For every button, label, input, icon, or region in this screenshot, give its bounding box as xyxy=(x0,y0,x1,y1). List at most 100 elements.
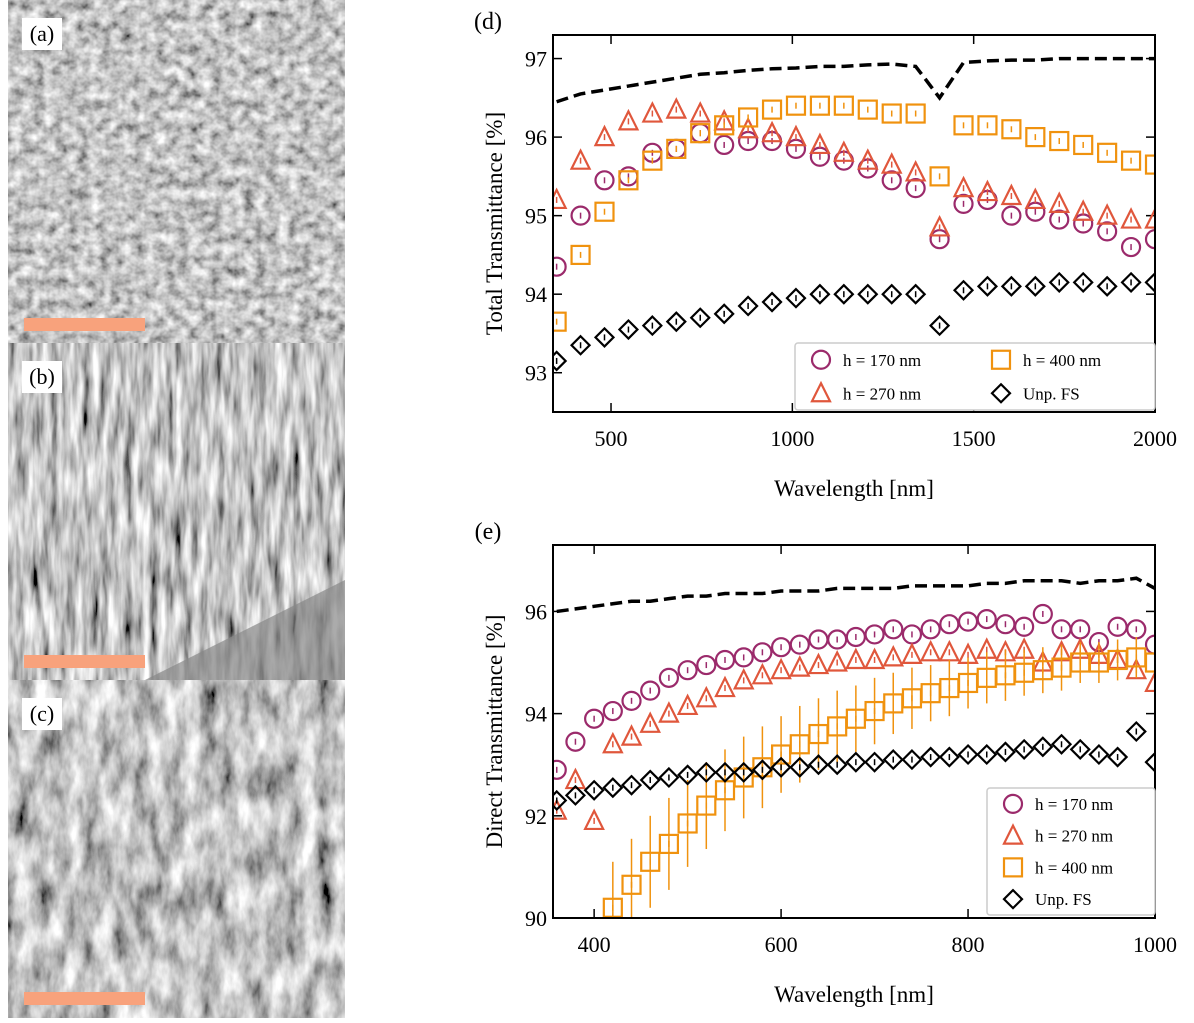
marker xyxy=(714,761,736,783)
marker xyxy=(901,642,923,664)
marker xyxy=(570,244,591,266)
marker xyxy=(881,170,902,191)
marker xyxy=(570,205,591,226)
marker xyxy=(732,667,755,690)
axes-frame xyxy=(552,34,1156,413)
marker xyxy=(1144,670,1155,693)
marker xyxy=(594,201,615,222)
marker xyxy=(602,777,624,799)
y-tick-label: 95 xyxy=(525,204,547,229)
legend: h = 170 nm h = 270 nm h = 400 nm Unp. FS xyxy=(794,342,1156,411)
marker xyxy=(1024,275,1046,297)
marker xyxy=(639,711,661,733)
marker xyxy=(738,107,759,128)
plot-area xyxy=(553,576,1155,918)
marker xyxy=(642,150,663,171)
marker xyxy=(564,767,587,790)
marker xyxy=(881,103,902,124)
marker xyxy=(594,170,615,191)
marker xyxy=(1049,130,1070,152)
legend-label: h = 170 nm xyxy=(1035,795,1113,814)
marker xyxy=(857,148,879,170)
marker xyxy=(845,751,867,773)
x-tick-label: 2000 xyxy=(1133,426,1177,451)
marker xyxy=(665,97,688,119)
marker xyxy=(583,808,605,831)
marker xyxy=(593,124,616,147)
marker xyxy=(807,652,830,675)
marker xyxy=(564,784,586,806)
marker xyxy=(826,754,848,776)
marker xyxy=(809,283,831,305)
marker xyxy=(1144,634,1155,655)
marker xyxy=(809,95,831,116)
marker xyxy=(880,152,903,174)
y-tick-label: 96 xyxy=(525,125,547,150)
marker xyxy=(1050,733,1073,755)
y-axis-label: Total Transmittance [%] xyxy=(482,112,507,335)
marker xyxy=(952,175,975,198)
legend-box xyxy=(794,342,1156,411)
marker xyxy=(977,115,998,136)
marker xyxy=(553,798,568,820)
marker xyxy=(789,756,811,778)
x-tick-label: 1000 xyxy=(770,426,814,451)
marker xyxy=(1013,738,1035,760)
marker xyxy=(833,95,854,116)
x-tick-label: 600 xyxy=(765,932,798,957)
marker xyxy=(761,99,783,120)
marker xyxy=(1024,187,1047,210)
marker xyxy=(826,650,848,672)
marker xyxy=(785,287,807,309)
marker xyxy=(1002,823,1024,845)
marker xyxy=(990,349,1012,370)
marker xyxy=(1002,888,1024,910)
panel-label: (e) xyxy=(475,519,502,545)
marker xyxy=(641,315,663,337)
marker xyxy=(864,751,886,773)
scale-bar xyxy=(24,318,145,331)
x-tick-label: 500 xyxy=(595,426,628,451)
marker xyxy=(733,647,754,668)
marker xyxy=(620,774,643,796)
x-tick-label: 400 xyxy=(578,932,611,957)
legend-label: h = 400 nm xyxy=(1023,351,1101,370)
marker xyxy=(695,685,718,708)
marker xyxy=(905,178,926,199)
marker xyxy=(1120,150,1142,171)
marker xyxy=(658,766,680,789)
marker xyxy=(928,214,951,237)
marker xyxy=(833,283,855,305)
marker xyxy=(714,115,735,136)
marker xyxy=(901,749,923,771)
marker xyxy=(617,318,639,341)
marker xyxy=(1120,207,1142,229)
marker xyxy=(1002,857,1024,878)
marker xyxy=(809,132,831,155)
marker xyxy=(1069,738,1091,760)
marker xyxy=(677,813,698,834)
marker xyxy=(1120,271,1142,293)
marker xyxy=(785,124,807,147)
marker xyxy=(761,120,783,143)
marker xyxy=(1072,271,1094,293)
marker xyxy=(565,731,586,752)
marker xyxy=(737,295,759,317)
legend-label: Unp. FS xyxy=(1035,890,1092,909)
marker xyxy=(617,108,640,131)
marker xyxy=(584,708,605,729)
marker xyxy=(761,291,783,313)
marker xyxy=(905,103,926,124)
marker xyxy=(845,647,867,670)
chart: (d) Total Transmittance [%] Wavelength [nm… xyxy=(474,9,1177,501)
marker xyxy=(602,731,624,754)
marker xyxy=(569,148,592,170)
label-box xyxy=(22,361,62,393)
marker xyxy=(863,647,886,670)
marker xyxy=(1144,271,1155,293)
marker xyxy=(602,897,623,918)
marker xyxy=(770,756,792,778)
y-tick-label: 96 xyxy=(525,599,547,624)
marker xyxy=(938,746,960,768)
